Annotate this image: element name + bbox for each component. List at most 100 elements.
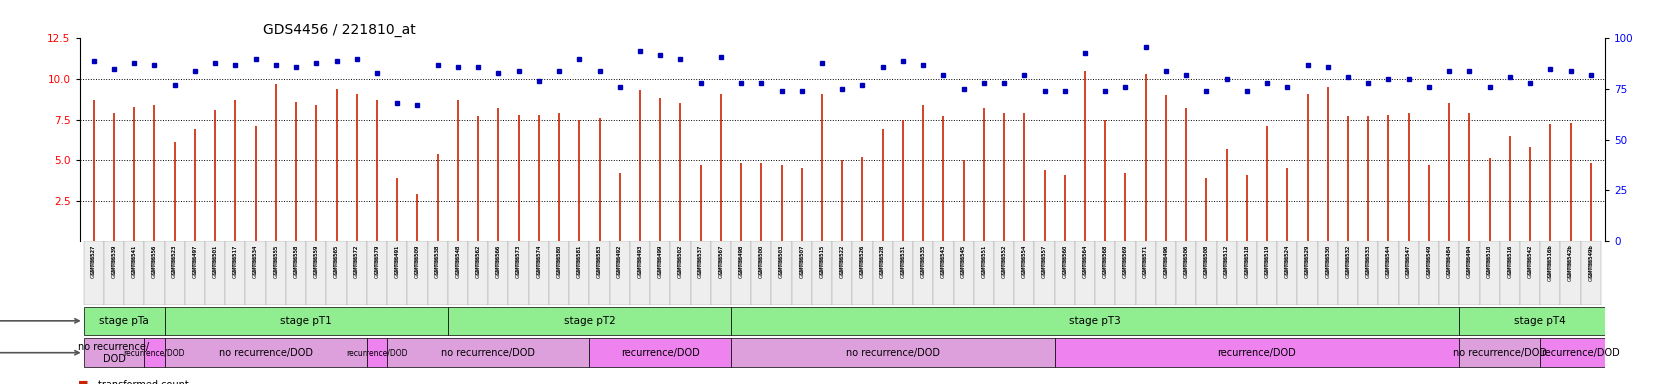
- Text: GSM786569: GSM786569: [1122, 244, 1127, 274]
- Text: GSM786543: GSM786543: [941, 244, 946, 278]
- FancyBboxPatch shape: [408, 241, 428, 305]
- FancyBboxPatch shape: [447, 306, 731, 335]
- FancyBboxPatch shape: [83, 241, 104, 305]
- Text: GSM786493: GSM786493: [636, 244, 641, 274]
- FancyBboxPatch shape: [1418, 241, 1438, 305]
- Text: GSM786538: GSM786538: [434, 244, 439, 274]
- Text: GSM786532: GSM786532: [1345, 244, 1350, 274]
- FancyBboxPatch shape: [487, 241, 509, 305]
- Text: GSM786557: GSM786557: [1042, 244, 1047, 278]
- Text: GSM786516: GSM786516: [1506, 244, 1511, 278]
- FancyBboxPatch shape: [1539, 241, 1559, 305]
- Text: GSM786567: GSM786567: [717, 244, 722, 278]
- Text: GSM786528: GSM786528: [880, 244, 885, 274]
- FancyBboxPatch shape: [568, 241, 588, 305]
- FancyBboxPatch shape: [588, 338, 731, 367]
- Text: GSM786562: GSM786562: [476, 244, 481, 278]
- Text: GSM786530: GSM786530: [1324, 244, 1329, 278]
- Text: GSM786541: GSM786541: [131, 244, 136, 278]
- Text: GSM786567: GSM786567: [717, 244, 722, 274]
- Text: GSM786572: GSM786572: [355, 244, 360, 274]
- Text: GSM786503: GSM786503: [779, 244, 784, 274]
- Text: stage pT2: stage pT2: [563, 316, 615, 326]
- Text: GSM786498: GSM786498: [737, 244, 742, 278]
- FancyBboxPatch shape: [669, 241, 689, 305]
- Text: GSM786555: GSM786555: [273, 244, 278, 274]
- Text: GSM786556: GSM786556: [152, 244, 157, 278]
- Text: GSM786526: GSM786526: [860, 244, 865, 278]
- FancyBboxPatch shape: [1519, 241, 1539, 305]
- Text: GSM786523: GSM786523: [172, 244, 177, 274]
- FancyBboxPatch shape: [225, 241, 245, 305]
- Text: GSM786559: GSM786559: [313, 244, 318, 278]
- Text: GSM786580: GSM786580: [557, 244, 562, 274]
- Text: GSM786558: GSM786558: [293, 244, 298, 278]
- Text: GSM786502: GSM786502: [678, 244, 683, 278]
- Text: GSM786524: GSM786524: [1284, 244, 1289, 274]
- Text: GSM786510: GSM786510: [1486, 244, 1491, 278]
- FancyBboxPatch shape: [1458, 241, 1478, 305]
- Text: GSM786537: GSM786537: [698, 244, 703, 278]
- Text: GSM786494: GSM786494: [1466, 244, 1471, 274]
- FancyBboxPatch shape: [285, 241, 307, 305]
- Text: GSM786539: GSM786539: [111, 244, 116, 274]
- Text: GSM786512: GSM786512: [1223, 244, 1228, 274]
- FancyBboxPatch shape: [1236, 241, 1256, 305]
- FancyBboxPatch shape: [447, 241, 467, 305]
- Text: GSM786542b: GSM786542b: [1568, 244, 1572, 281]
- Text: GSM786519: GSM786519: [1264, 244, 1269, 274]
- FancyBboxPatch shape: [428, 241, 447, 305]
- FancyBboxPatch shape: [872, 241, 893, 305]
- Text: GSM786530: GSM786530: [1324, 244, 1329, 274]
- FancyBboxPatch shape: [1155, 241, 1175, 305]
- FancyBboxPatch shape: [711, 241, 731, 305]
- Text: GSM786569: GSM786569: [1122, 244, 1127, 278]
- FancyBboxPatch shape: [953, 241, 973, 305]
- Text: GSM786517: GSM786517: [232, 244, 237, 278]
- FancyBboxPatch shape: [812, 241, 832, 305]
- Text: GSM786566: GSM786566: [495, 244, 500, 274]
- Text: GSM786544: GSM786544: [1385, 244, 1390, 278]
- Text: GSM786551: GSM786551: [981, 244, 986, 278]
- Text: GSM786516b: GSM786516b: [1548, 244, 1553, 277]
- Text: GSM786579: GSM786579: [374, 244, 379, 274]
- Text: GSM786551: GSM786551: [981, 244, 986, 274]
- Text: GSM786497: GSM786497: [192, 244, 197, 278]
- FancyBboxPatch shape: [1054, 241, 1074, 305]
- Text: GSM786527: GSM786527: [91, 244, 96, 274]
- Text: no recurrence/
DOD: no recurrence/ DOD: [78, 342, 149, 364]
- Text: GSM786499: GSM786499: [658, 244, 663, 274]
- Text: GSM786498: GSM786498: [737, 244, 742, 274]
- FancyBboxPatch shape: [1357, 241, 1377, 305]
- Text: GSM786533: GSM786533: [1365, 244, 1370, 274]
- FancyBboxPatch shape: [1377, 241, 1399, 305]
- FancyBboxPatch shape: [1175, 241, 1196, 305]
- Text: recurrence/DOD: recurrence/DOD: [620, 348, 699, 358]
- Text: ■: ■: [78, 380, 89, 384]
- Text: GSM786509: GSM786509: [414, 244, 419, 274]
- Text: GSM786535: GSM786535: [920, 244, 925, 274]
- Text: GSM786549: GSM786549: [1425, 244, 1430, 274]
- Text: GSM786552: GSM786552: [1001, 244, 1006, 274]
- FancyBboxPatch shape: [1478, 241, 1500, 305]
- Text: GSM786548: GSM786548: [456, 244, 461, 274]
- Text: GSM786527: GSM786527: [91, 244, 96, 278]
- FancyBboxPatch shape: [245, 241, 265, 305]
- Text: GSM786539: GSM786539: [111, 244, 116, 278]
- FancyBboxPatch shape: [164, 241, 184, 305]
- FancyBboxPatch shape: [83, 306, 164, 335]
- FancyBboxPatch shape: [205, 241, 225, 305]
- FancyBboxPatch shape: [307, 241, 326, 305]
- Text: GSM786516b: GSM786516b: [1548, 244, 1553, 281]
- Text: GSM786531: GSM786531: [900, 244, 905, 278]
- Text: GSM786552: GSM786552: [1001, 244, 1006, 278]
- Text: GSM786497: GSM786497: [192, 244, 197, 274]
- FancyBboxPatch shape: [1115, 241, 1135, 305]
- Text: GSM786574: GSM786574: [535, 244, 540, 278]
- Text: GSM786560: GSM786560: [1062, 244, 1067, 278]
- Text: GSM786554: GSM786554: [1021, 244, 1026, 278]
- FancyBboxPatch shape: [1216, 241, 1236, 305]
- Text: GSM786515: GSM786515: [819, 244, 824, 278]
- Text: GSM786529: GSM786529: [1304, 244, 1309, 278]
- Text: GSM786555: GSM786555: [273, 244, 278, 278]
